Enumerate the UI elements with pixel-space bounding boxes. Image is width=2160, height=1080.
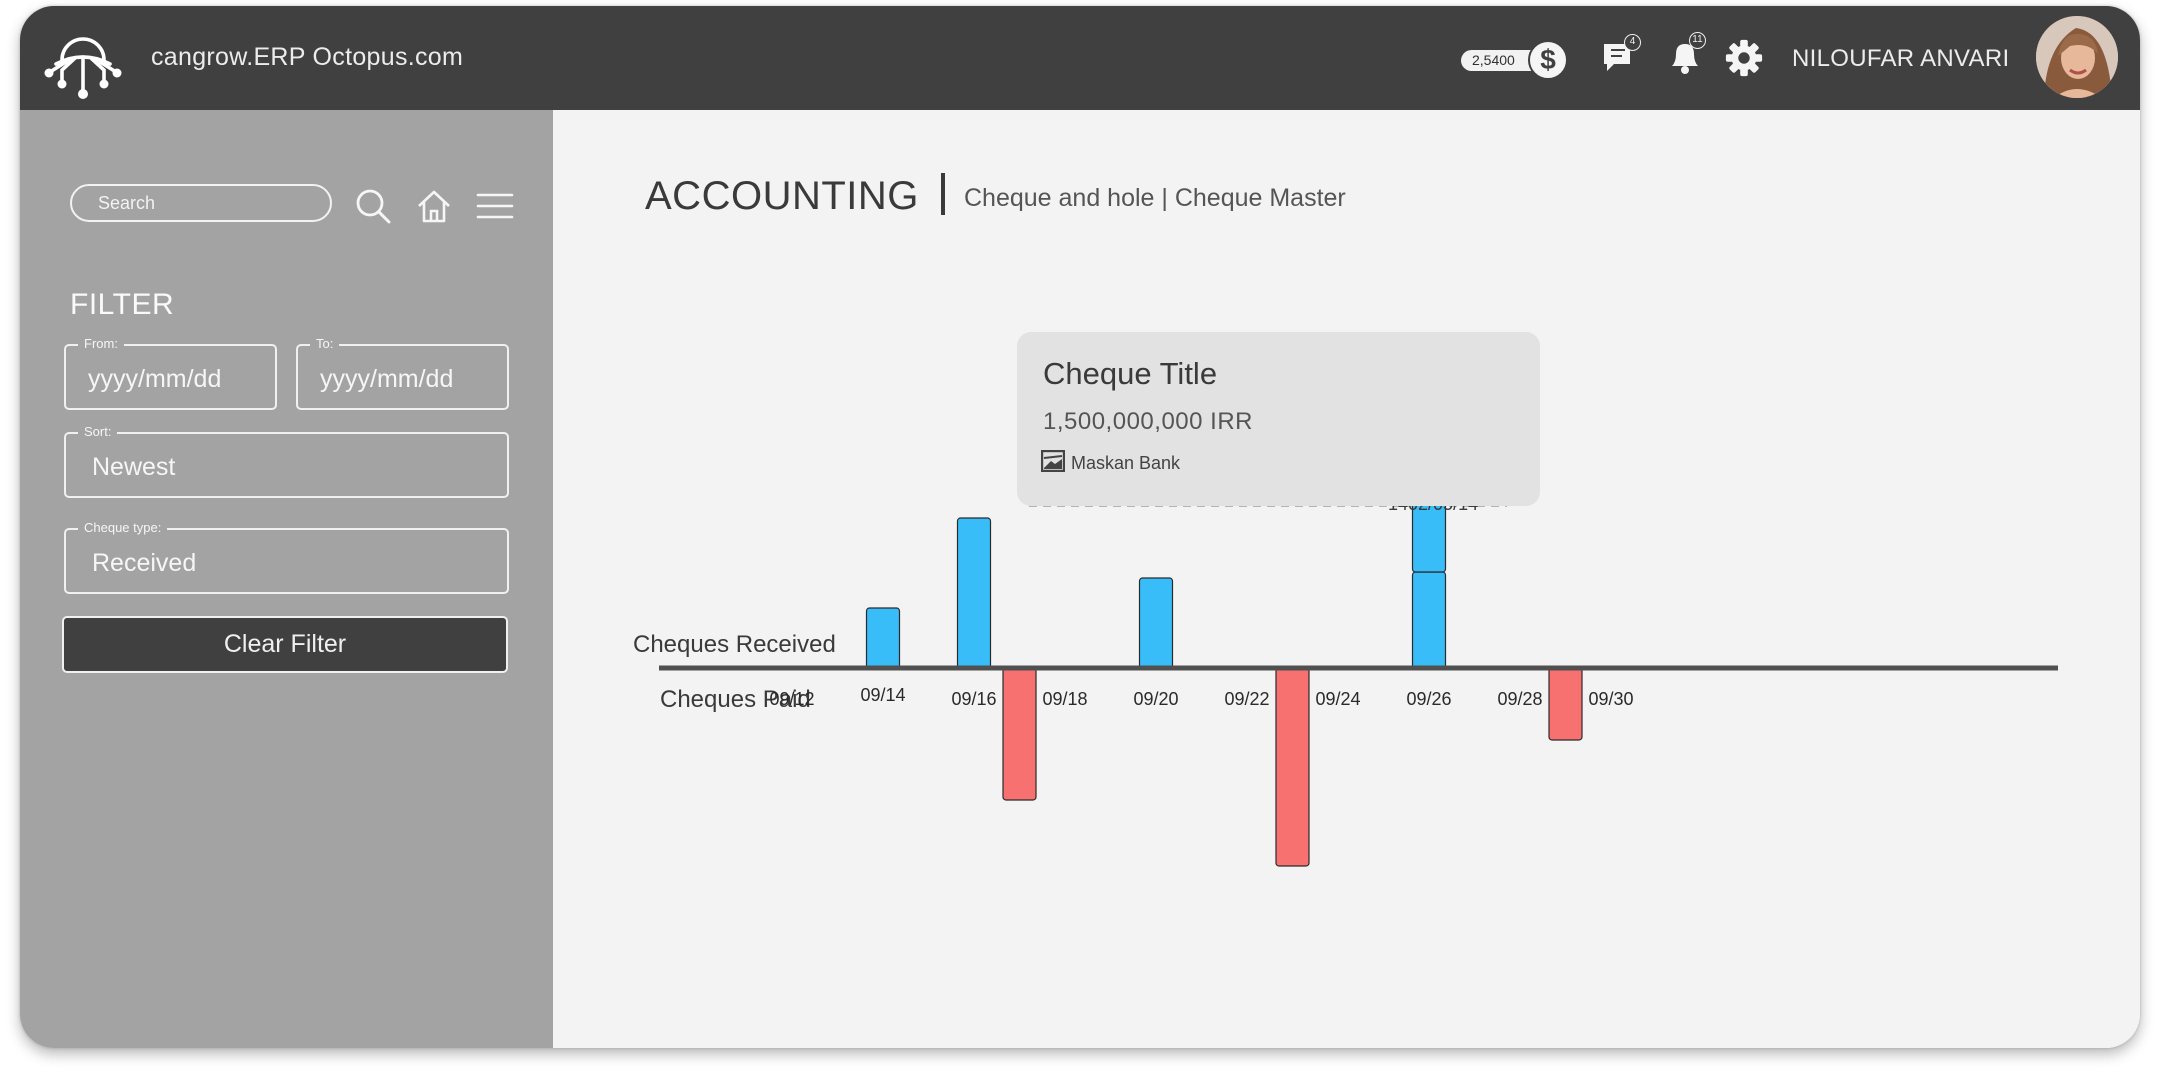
bank-image-icon <box>1041 450 1065 472</box>
x-tick-label: 09/22 <box>1224 689 1269 709</box>
received-bar[interactable] <box>1411 571 1447 669</box>
settings-button[interactable] <box>1724 38 1766 80</box>
app-window: cangrow.ERP Octopus.com 2,5400 $ 4 11 <box>20 6 2140 1048</box>
sort-select[interactable]: Sort: Newest <box>64 425 509 498</box>
paid-axis-label: Cheques Paid <box>660 686 811 713</box>
tooltip-amount: 1,500,000,000 IRR <box>1043 408 1253 435</box>
breadcrumb[interactable]: Cheque and hole | Cheque Master <box>964 184 1346 212</box>
gear-icon <box>1725 39 1763 77</box>
to-date-label: To: <box>310 337 340 350</box>
from-date-label: From: <box>78 337 124 350</box>
notifications-button[interactable]: 11 <box>1664 32 1706 78</box>
search-icon[interactable] <box>353 186 393 226</box>
top-header: cangrow.ERP Octopus.com 2,5400 $ 4 11 <box>20 6 2140 110</box>
x-tick-label: 09/28 <box>1497 689 1542 709</box>
messages-badge: 4 <box>1624 34 1641 51</box>
notifications-badge: 11 <box>1689 32 1706 49</box>
x-tick-label: 09/12 <box>769 689 814 709</box>
balance-amount: 2,5400 <box>1461 50 1541 71</box>
from-date-field[interactable]: From: yyyy/mm/dd <box>64 337 277 410</box>
page-title: ACCOUNTING <box>645 174 919 218</box>
x-tick-label: 09/20 <box>1133 689 1178 709</box>
octopus-logo-icon[interactable] <box>42 14 124 102</box>
x-tick-label: 09/18 <box>1042 689 1087 709</box>
x-tick-label: 09/14 <box>860 685 905 705</box>
received-bar[interactable] <box>956 517 992 669</box>
balance-widget[interactable]: 2,5400 $ <box>1461 40 1571 80</box>
tooltip-bank: Maskan Bank <box>1071 453 1181 473</box>
title-separator <box>941 173 945 215</box>
menu-icon[interactable] <box>475 186 515 226</box>
to-date-field[interactable]: To: yyyy/mm/dd <box>296 337 509 410</box>
site-title: cangrow.ERP Octopus.com <box>151 43 464 71</box>
filter-sidebar: FILTER From: yyyy/mm/dd To: yyyy/mm/dd S… <box>20 110 553 1048</box>
home-icon[interactable] <box>414 186 454 226</box>
tooltip-title: Cheque Title <box>1043 356 1218 391</box>
filter-title: FILTER <box>70 288 175 321</box>
paid-bar[interactable] <box>1275 667 1310 867</box>
dollar-icon: $ <box>1528 40 1568 80</box>
main-content: ACCOUNTING Cheque and hole | Cheque Mast… <box>553 110 2140 1048</box>
received-axis-label: Cheques Received <box>633 631 836 658</box>
x-tick-label: 09/26 <box>1406 689 1451 709</box>
avatar-portrait-icon <box>2036 16 2118 98</box>
from-date-placeholder: yyyy/mm/dd <box>88 365 222 393</box>
user-avatar[interactable] <box>2036 16 2118 98</box>
messages-button[interactable]: 4 <box>1600 34 1642 78</box>
x-tick-label: 09/24 <box>1315 689 1360 709</box>
clear-filter-button[interactable]: Clear Filter <box>62 616 508 673</box>
paid-bar[interactable] <box>1002 667 1037 801</box>
cheque-type-select[interactable]: Cheque type: Received <box>64 521 509 594</box>
x-tick-label: 09/30 <box>1588 689 1633 709</box>
sort-value: Newest <box>92 453 176 481</box>
bell-icon <box>1672 44 1698 74</box>
received-bar[interactable] <box>1138 577 1174 669</box>
received-bar[interactable] <box>865 607 901 669</box>
cheque-type-label: Cheque type: <box>78 521 168 534</box>
chat-icon <box>1604 44 1630 71</box>
paid-bar[interactable] <box>1548 667 1583 741</box>
x-tick-label: 09/16 <box>951 689 996 709</box>
search-input[interactable] <box>70 184 332 222</box>
sort-label: Sort: <box>78 425 118 438</box>
to-date-placeholder: yyyy/mm/dd <box>320 365 454 393</box>
cheque-type-value: Received <box>92 549 197 577</box>
cheque-tooltip: Cheque Title 1,500,000,000 IRR Maskan Ba… <box>1017 332 1540 506</box>
cheque-chart: Cheques Received Cheques Paid 09/12 09/14… <box>633 367 2058 867</box>
user-name[interactable]: NILOUFAR ANVARI <box>1792 45 2010 72</box>
